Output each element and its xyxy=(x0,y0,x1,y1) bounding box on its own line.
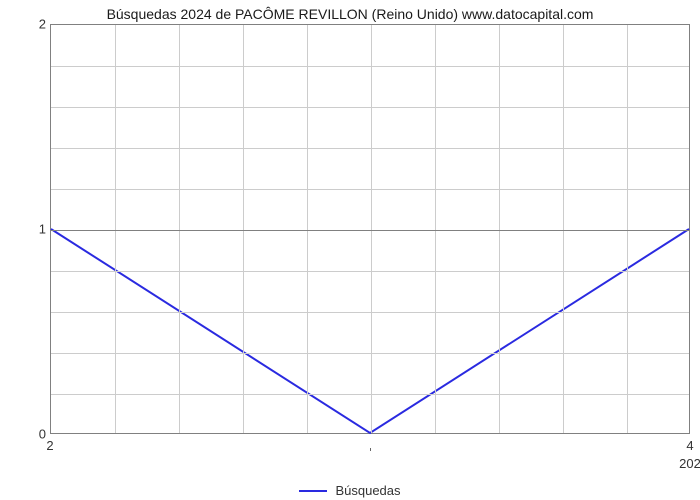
x-minor-tick xyxy=(370,448,371,451)
vgrid-line xyxy=(499,25,500,433)
y-tick-label: 2 xyxy=(30,17,46,32)
legend-swatch xyxy=(299,490,327,492)
y-tick-label: 0 xyxy=(30,427,46,442)
vgrid-line xyxy=(627,25,628,433)
series-polyline xyxy=(51,229,689,433)
vgrid-line xyxy=(115,25,116,433)
x-sub-label: 202 xyxy=(679,456,700,471)
legend: Búsquedas xyxy=(0,483,700,498)
hgrid-line xyxy=(51,148,689,149)
hgrid-line xyxy=(51,353,689,354)
plot-area xyxy=(50,24,690,434)
hgrid-line xyxy=(51,394,689,395)
hgrid-line xyxy=(51,189,689,190)
hgrid-line xyxy=(51,230,689,231)
x-tick-label: 4 xyxy=(686,438,693,453)
hgrid-line xyxy=(51,312,689,313)
hgrid-line xyxy=(51,66,689,67)
chart-title: Búsquedas 2024 de PACÔME REVILLON (Reino… xyxy=(0,6,700,22)
y-tick-label: 1 xyxy=(30,222,46,237)
legend-label: Búsquedas xyxy=(335,483,400,498)
vgrid-line xyxy=(435,25,436,433)
vgrid-line xyxy=(371,25,372,433)
hgrid-line xyxy=(51,271,689,272)
series-line xyxy=(51,25,689,433)
vgrid-line xyxy=(307,25,308,433)
line-chart: Búsquedas 2024 de PACÔME REVILLON (Reino… xyxy=(0,0,700,500)
vgrid-line xyxy=(179,25,180,433)
hgrid-line xyxy=(51,107,689,108)
vgrid-line xyxy=(243,25,244,433)
vgrid-line xyxy=(563,25,564,433)
x-tick-label: 2 xyxy=(46,438,53,453)
